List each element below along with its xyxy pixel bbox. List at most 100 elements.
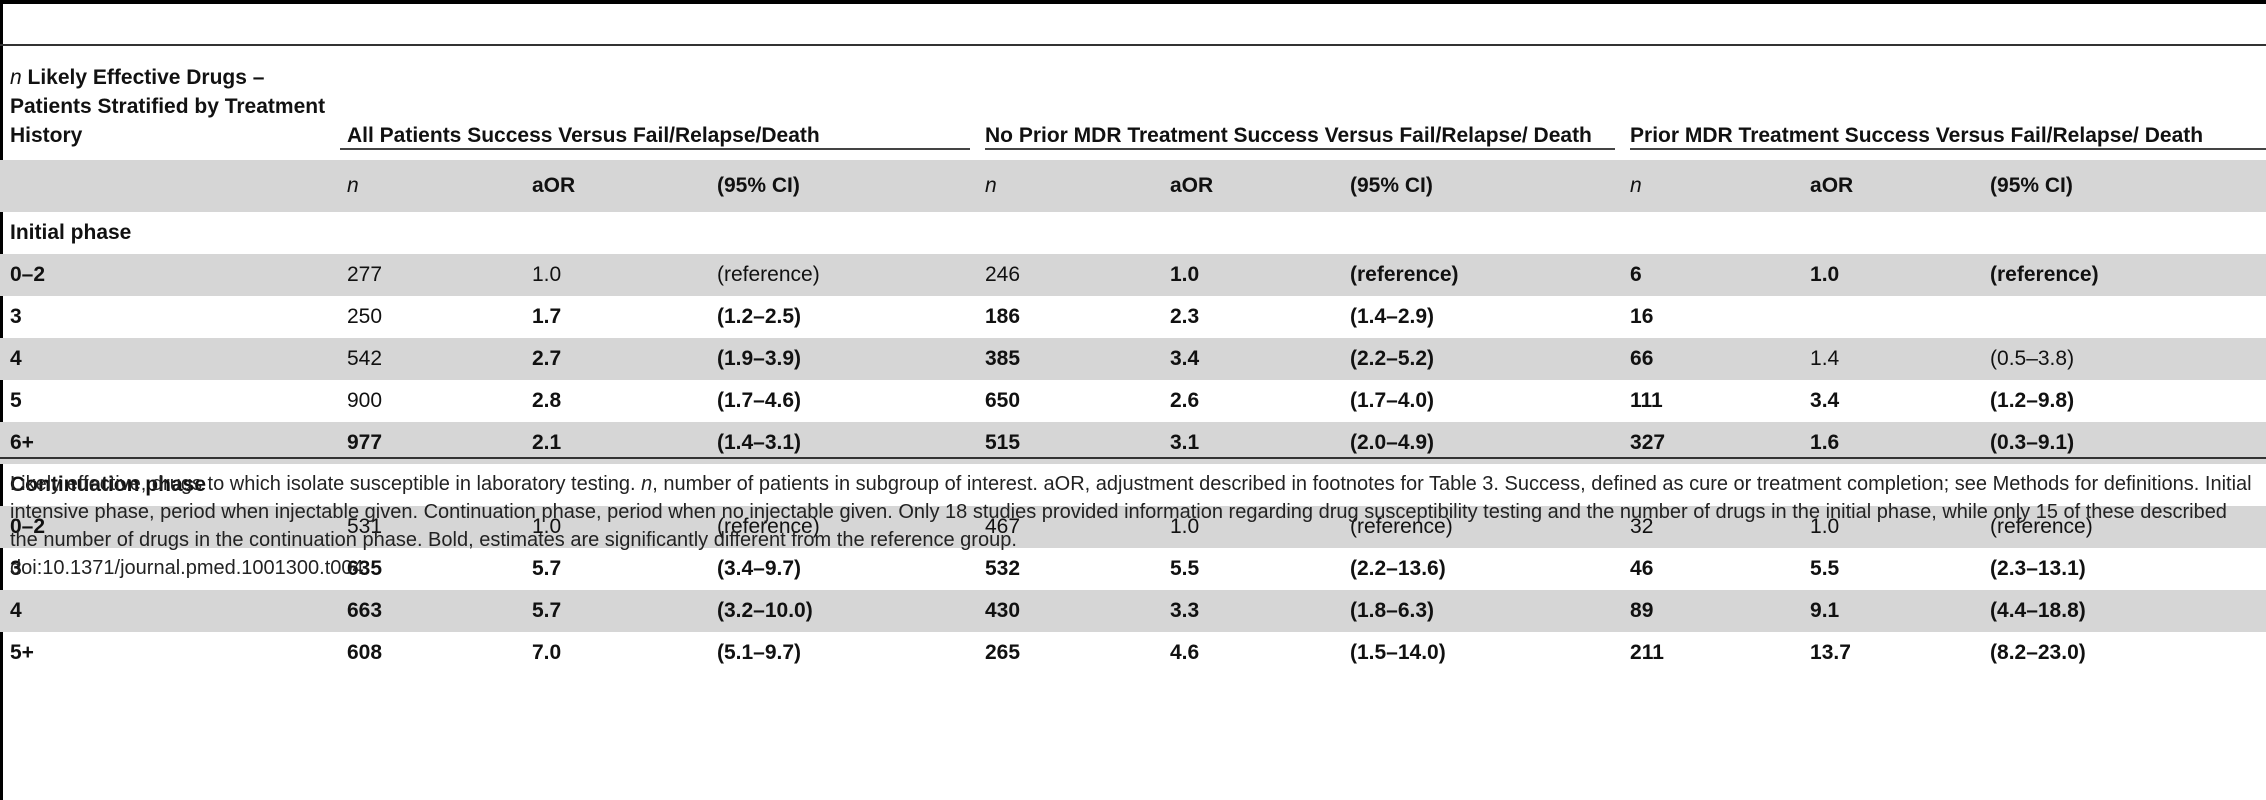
table-cell: (reference) <box>1340 506 1621 548</box>
footnote-text: Likely effective, drugs to which isolate… <box>10 470 2260 554</box>
table-cell: (0.5–3.8) <box>1980 338 2266 380</box>
table-cell: 9.1 <box>1800 590 1981 632</box>
results-table: n Likely Effective Drugs – Patients Stra… <box>0 46 2266 674</box>
table-cell: (4.4–18.8) <box>1980 590 2266 632</box>
table-row: 4 663 5.7 (3.2–10.0) 430 3.3 (1.8–6.3) 89 9.1 (4.… <box>0 590 2266 632</box>
table-cell: 2.6 <box>1170 389 1200 412</box>
table-cell: 1.0 <box>1800 254 1981 296</box>
table-top-rule <box>0 44 2266 46</box>
column-header-ci: (95% CI) <box>1980 160 2266 212</box>
table-row: 4 542 2.7 (1.9–3.9) 385 3.4 (2.2–5.2) 66 1.4 (0.5… <box>0 338 2266 380</box>
table-cell: (reference) <box>707 506 975 548</box>
group-rule-all-patients <box>340 148 970 150</box>
table-cell: 608 <box>347 641 383 664</box>
table-cell: (3.4–9.7) <box>717 557 802 580</box>
row-label: 3 <box>10 557 22 580</box>
group-header-no-prior-mdr: No Prior MDR Treatment Success Versus Fa… <box>985 124 1592 147</box>
table-cell: 1.0 <box>522 506 707 548</box>
table-cell: (1.7–4.0) <box>1350 389 1435 412</box>
row-label: 4 <box>0 590 337 632</box>
table-cell <box>1980 296 2266 338</box>
row-label: 0–2 <box>0 506 337 548</box>
column-header-n: n <box>1620 160 1801 212</box>
table-cell: 111 <box>1630 389 1663 412</box>
table-cell: 46 <box>1630 557 1654 580</box>
table-cell: (3.2–10.0) <box>707 590 975 632</box>
table-row: 3 635 5.7 (3.4–9.7) 532 5.5 (2.2–13.6) 46 5.5 (2.… <box>0 548 2266 590</box>
row-label: 0–2 <box>0 254 337 296</box>
table-cell: (reference) <box>1980 254 2266 296</box>
table-cell: 16 <box>1630 305 1654 328</box>
section-header-row: Initial phase <box>0 212 2266 254</box>
table-cell: (1.5–14.0) <box>1350 641 1446 664</box>
table-cell: 1.0 <box>1800 506 1981 548</box>
table-cell: (reference) <box>1340 254 1621 296</box>
table-cell: (1.7–4.6) <box>717 389 802 412</box>
row-label: 4 <box>0 338 337 380</box>
column-header-ci: (95% CI) <box>707 160 975 212</box>
n-italic: n <box>10 66 22 89</box>
table-cell: 265 <box>985 641 1021 664</box>
table-cell: 635 <box>347 557 383 580</box>
table-cell: 211 <box>1630 641 1664 664</box>
table-cell: (2.3–13.1) <box>1990 557 2086 580</box>
table-row: 0–2 531 1.0 (reference) 467 1.0 (reference) 32 1… <box>0 506 2266 548</box>
row-label-header: n Likely Effective Drugs – Patients Stra… <box>0 46 337 160</box>
table-cell: 250 <box>347 305 383 328</box>
table-cell: (1.2–2.5) <box>717 305 802 328</box>
column-header-n: n <box>975 160 1160 212</box>
table-cell: 1.0 <box>1160 254 1340 296</box>
table-cell: (1.8–6.3) <box>1340 590 1621 632</box>
column-header-aor: aOR <box>1160 160 1340 212</box>
table-cell: 1.7 <box>532 305 562 328</box>
table-cell: 650 <box>985 389 1021 412</box>
table-cell: 2.8 <box>532 389 562 412</box>
column-header-ci: (95% CI) <box>1340 160 1621 212</box>
table-cell: 531 <box>337 506 522 548</box>
table-cell: 532 <box>985 557 1021 580</box>
table-cell: 2.7 <box>522 338 707 380</box>
row-label: 5+ <box>10 641 34 664</box>
section-title: Initial phase <box>10 221 132 244</box>
table-row: 5+ 608 7.0 (5.1–9.7) 265 4.6 (1.5–14.0) 211 13.7… <box>0 632 2266 674</box>
row-label-header-text: Likely Effective Drugs – Patients Strati… <box>10 66 326 147</box>
group-header-all-patients: All Patients Success Versus Fail/Relapse… <box>347 124 820 147</box>
section-title: Continuation phase <box>10 473 206 496</box>
table-cell: 32 <box>1620 506 1801 548</box>
table-cell: (5.1–9.7) <box>717 641 802 664</box>
table-cell: 3.4 <box>1810 389 1840 412</box>
table-cell: 89 <box>1620 590 1801 632</box>
table-cell: 3.3 <box>1160 590 1340 632</box>
table-cell: (2.2–5.2) <box>1340 338 1621 380</box>
table-cell: 430 <box>975 590 1160 632</box>
table-cell: 5.7 <box>532 557 562 580</box>
column-header-aor: aOR <box>1800 160 1981 212</box>
table-cell: 4.6 <box>1170 641 1200 664</box>
left-border <box>0 0 3 800</box>
table-cell: 3.4 <box>1160 338 1340 380</box>
group-rule-prior <box>1630 148 2266 150</box>
table-bottom-rule <box>0 457 2266 459</box>
table-cell: 277 <box>337 254 522 296</box>
table-cell: 663 <box>337 590 522 632</box>
table-cell: 186 <box>985 305 1021 328</box>
top-border <box>0 0 2266 4</box>
table-cell: 900 <box>347 389 383 412</box>
column-header-aor: aOR <box>522 160 707 212</box>
table-footnote: Likely effective, drugs to which isolate… <box>10 470 2260 582</box>
table-cell: (1.4–2.9) <box>1350 305 1435 328</box>
table-cell: (8.2–23.0) <box>1990 641 2086 664</box>
table-row: 5 900 2.8 (1.7–4.6) 650 2.6 (1.7–4.0) 111 3.4 (1.… <box>0 380 2266 422</box>
table-row: 0–2 277 1.0 (reference) 246 1.0 (reference) 6 1.… <box>0 254 2266 296</box>
table-cell: (reference) <box>1980 506 2266 548</box>
table-cell: 5.7 <box>522 590 707 632</box>
footnote-part-b: , number of patients in subgroup of inte… <box>10 473 2252 551</box>
table-cell: 5.5 <box>1810 557 1840 580</box>
group-header-row: n Likely Effective Drugs – Patients Stra… <box>0 46 2266 160</box>
column-header-row: n aOR (95% CI) n aOR (95% CI) n aOR (95%… <box>0 160 2266 212</box>
footnote-part-a: Likely effective, drugs to which isolate… <box>10 473 642 495</box>
section-header-row: Continuation phase <box>0 464 2266 506</box>
table-cell: 467 <box>975 506 1160 548</box>
table-cell: 13.7 <box>1810 641 1851 664</box>
footnote-n-italic: n <box>641 473 653 495</box>
